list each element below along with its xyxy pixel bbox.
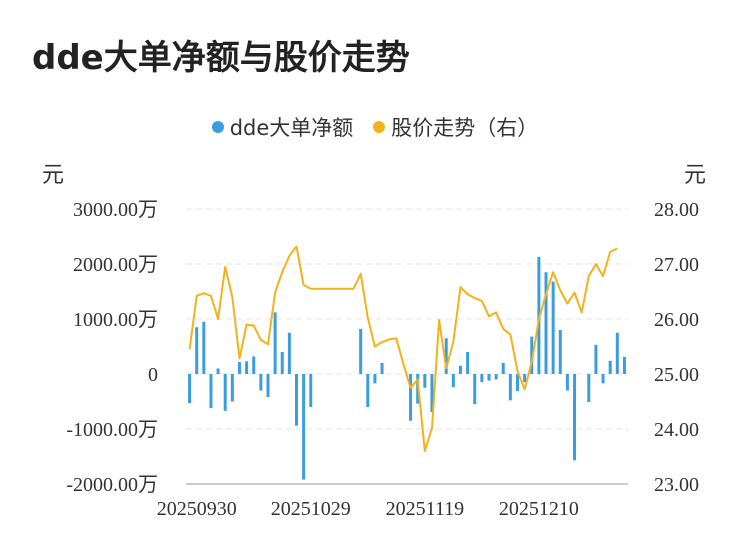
bar-dde xyxy=(209,374,213,409)
left-axis-unit: 元 xyxy=(42,163,65,188)
legend-bar-swatch xyxy=(211,121,224,133)
y-right-tick-label: 28.00 xyxy=(654,199,699,221)
legend-line-swatch xyxy=(373,121,386,133)
y-right-tick-label: 27.00 xyxy=(654,254,699,276)
bar-dde xyxy=(237,361,241,374)
bar-dde xyxy=(494,374,498,380)
bar-dde xyxy=(295,374,298,426)
right-axis-unit: 元 xyxy=(684,163,707,188)
x-tick-label: 20251119 xyxy=(386,498,465,520)
price-line xyxy=(188,245,618,452)
bar-dde xyxy=(544,272,548,374)
bar-dde xyxy=(508,374,512,401)
bar-dde xyxy=(473,374,477,405)
bar-dde xyxy=(558,330,562,374)
bar-dde xyxy=(551,281,555,374)
bar-dde xyxy=(480,374,484,383)
x-tick-label: 20251210 xyxy=(499,498,579,520)
bar-dde xyxy=(252,356,256,374)
bar-dde xyxy=(380,363,384,374)
bar-dde xyxy=(280,352,284,374)
bar-dde xyxy=(302,374,306,480)
y-right-tick-label: 23.00 xyxy=(654,474,699,496)
bar-dde xyxy=(287,332,291,374)
bar-dde xyxy=(266,374,270,398)
bar-dde xyxy=(573,374,577,461)
legend-label-price: 股价走势（右） xyxy=(391,116,539,140)
bar-dde xyxy=(259,374,263,391)
legend-label-dde: dde大单净额 xyxy=(229,116,354,140)
bar-dde xyxy=(594,344,598,374)
chart-title: dde大单净额与股价走势 xyxy=(32,38,410,78)
bar-dde xyxy=(451,374,455,388)
y-left-tick-label: 0 xyxy=(148,364,158,386)
bar-dde xyxy=(501,363,505,374)
bar-dde xyxy=(188,374,192,404)
bar-dde xyxy=(537,256,541,374)
bar-dde xyxy=(223,374,227,411)
bar-dde xyxy=(458,365,462,374)
bar-dde xyxy=(523,374,527,383)
bar-dde xyxy=(615,332,619,374)
legend-item-dde[interactable]: dde大单净额 xyxy=(211,112,354,142)
bar-dde xyxy=(444,338,448,374)
bar-dde xyxy=(273,312,277,374)
bar-dde xyxy=(587,374,591,403)
bar-dde xyxy=(565,374,569,391)
bar-dde xyxy=(216,368,220,374)
y-right-tick-label: 24.00 xyxy=(654,419,699,441)
bar-dde xyxy=(622,356,626,374)
x-tick-label: 20250930 xyxy=(157,498,237,520)
bar-dde xyxy=(373,374,377,384)
bar-dde xyxy=(245,361,249,374)
y-left-tick-label: -2000.00万 xyxy=(66,474,158,496)
y-right-tick-label: 25.00 xyxy=(654,364,699,386)
bar-dde xyxy=(359,328,363,374)
bar-dde xyxy=(423,374,427,388)
bar-dde xyxy=(366,374,370,407)
bar-dde xyxy=(409,374,413,421)
bar-dde xyxy=(601,374,605,384)
y-left-tick-label: 2000.00万 xyxy=(73,254,158,276)
x-tick-label: 20251029 xyxy=(271,498,351,520)
bar-dde xyxy=(430,374,434,412)
bar-dde xyxy=(309,374,313,407)
y-left-tick-label: 1000.00万 xyxy=(73,309,158,331)
legend-item-price[interactable]: 股价走势（右） xyxy=(373,112,538,142)
bar-dde xyxy=(195,327,199,374)
bar-dde xyxy=(516,374,519,392)
bar-dde xyxy=(466,352,470,374)
bar-dde xyxy=(530,336,534,374)
y-right-tick-label: 26.00 xyxy=(654,309,699,331)
bar-dde xyxy=(608,360,612,374)
bar-dde xyxy=(487,374,491,381)
y-left-tick-label: -1000.00万 xyxy=(66,419,158,441)
y-left-tick-label: 3000.00万 xyxy=(73,199,158,221)
legend: dde大单净额 股价走势（右） xyxy=(0,112,750,142)
bar-dde xyxy=(202,321,206,374)
bar-dde xyxy=(230,374,234,402)
